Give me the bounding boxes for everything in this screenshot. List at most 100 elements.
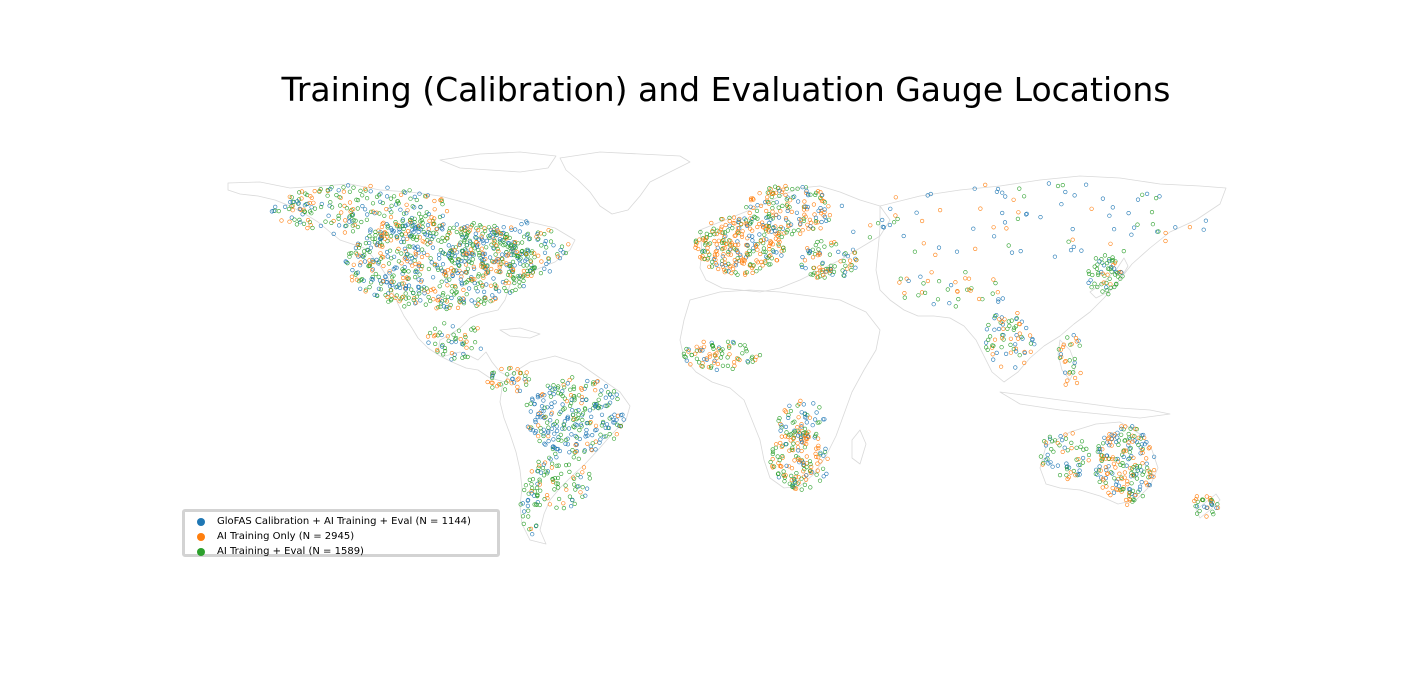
gauge-marker bbox=[570, 375, 575, 380]
gauge-marker bbox=[400, 218, 405, 224]
gauge-marker bbox=[1130, 439, 1135, 444]
gauge-marker bbox=[1001, 326, 1006, 331]
gauge-marker bbox=[764, 254, 769, 259]
gauge-marker bbox=[1076, 457, 1081, 462]
gauge-marker bbox=[529, 488, 534, 494]
gauge-marker bbox=[342, 230, 348, 235]
gauge-marker bbox=[805, 434, 810, 439]
gauge-marker bbox=[740, 229, 745, 234]
gauge-marker bbox=[736, 217, 741, 222]
gauge-marker bbox=[1107, 266, 1112, 272]
gauge-marker bbox=[736, 356, 741, 362]
gauge-marker bbox=[408, 196, 413, 201]
gauge-marker bbox=[562, 385, 567, 390]
gauge-marker bbox=[735, 239, 740, 244]
gauge-marker bbox=[376, 193, 382, 198]
gauge-marker bbox=[417, 272, 422, 277]
gauge-marker bbox=[906, 278, 911, 284]
gauge-marker bbox=[802, 258, 808, 263]
gauge-marker bbox=[478, 299, 484, 304]
gauge-marker bbox=[419, 286, 425, 291]
gauge-marker bbox=[754, 208, 760, 213]
gauge-marker bbox=[814, 275, 820, 280]
gauge-marker bbox=[1113, 439, 1119, 445]
gauge-marker bbox=[409, 287, 414, 292]
gauge-marker bbox=[479, 236, 484, 241]
gauge-marker bbox=[517, 280, 522, 285]
gauge-marker bbox=[432, 216, 437, 221]
gauge-marker bbox=[406, 269, 411, 274]
gauge-marker bbox=[721, 252, 726, 257]
gauge-marker bbox=[434, 231, 439, 236]
gauge-marker bbox=[799, 487, 804, 492]
gauge-marker bbox=[323, 219, 328, 224]
gauge-marker bbox=[1069, 446, 1074, 451]
gauge-marker bbox=[514, 249, 519, 254]
gauge-marker bbox=[1101, 280, 1106, 285]
gauge-marker bbox=[367, 234, 372, 239]
gauge-marker bbox=[615, 396, 620, 402]
gauge-marker bbox=[480, 251, 485, 256]
gauge-marker bbox=[511, 371, 517, 376]
gauge-marker bbox=[271, 208, 276, 213]
gauge-marker bbox=[992, 316, 997, 321]
gauge-marker bbox=[729, 241, 735, 246]
gauge-marker bbox=[468, 247, 474, 252]
gauge-marker bbox=[589, 414, 594, 420]
gauge-marker bbox=[953, 280, 958, 285]
gauge-marker bbox=[443, 298, 448, 303]
gauge-marker bbox=[416, 277, 421, 282]
gauge-marker bbox=[935, 297, 941, 302]
gauge-marker bbox=[1071, 364, 1076, 369]
gauge-marker bbox=[355, 206, 360, 211]
gauge-marker bbox=[812, 212, 817, 217]
gauge-marker bbox=[572, 425, 577, 430]
gauge-marker bbox=[724, 242, 729, 247]
gauge-marker bbox=[1011, 346, 1016, 352]
gauge-marker bbox=[530, 397, 535, 403]
gauge-marker bbox=[344, 260, 349, 265]
gauge-marker bbox=[766, 254, 772, 259]
gauge-marker bbox=[775, 454, 780, 459]
gauge-marker bbox=[347, 251, 352, 256]
gauge-marker bbox=[867, 235, 873, 240]
gauge-marker bbox=[808, 462, 813, 467]
gauge-marker bbox=[994, 313, 999, 318]
gauge-marker bbox=[723, 241, 729, 246]
gauge-marker bbox=[784, 430, 789, 435]
gauge-marker bbox=[482, 289, 487, 295]
gauge-marker bbox=[470, 223, 475, 228]
gauge-marker bbox=[549, 465, 555, 470]
gauge-marker bbox=[561, 506, 567, 511]
gauge-marker bbox=[580, 485, 585, 490]
gauge-marker bbox=[489, 266, 494, 272]
gauge-marker bbox=[399, 261, 404, 266]
gauge-marker bbox=[395, 236, 400, 241]
gauge-marker bbox=[611, 389, 617, 394]
gauge-marker bbox=[338, 203, 343, 208]
gauge-marker bbox=[902, 295, 907, 300]
gauge-marker bbox=[766, 224, 772, 229]
gauge-marker bbox=[546, 259, 551, 264]
gauge-marker bbox=[602, 434, 607, 439]
gauge-marker bbox=[808, 224, 813, 229]
gauge-marker bbox=[463, 228, 468, 233]
gauge-marker bbox=[413, 226, 418, 232]
gauge-marker bbox=[532, 265, 537, 270]
gauge-marker bbox=[992, 337, 998, 342]
gauge-marker bbox=[1123, 438, 1128, 443]
gauge-marker bbox=[494, 226, 499, 231]
gauge-marker bbox=[694, 344, 699, 349]
gauge-marker bbox=[318, 187, 323, 192]
gauge-marker bbox=[344, 206, 350, 211]
gauge-marker bbox=[779, 189, 785, 194]
gauge-marker bbox=[347, 200, 353, 205]
gauge-marker bbox=[750, 238, 755, 243]
gauge-marker bbox=[448, 303, 453, 308]
gauge-marker bbox=[527, 527, 532, 532]
gauge-marker bbox=[991, 343, 996, 348]
gauge-marker bbox=[815, 189, 821, 194]
gauge-marker bbox=[1000, 210, 1005, 216]
gauge-marker bbox=[421, 250, 427, 255]
gauge-marker bbox=[972, 186, 977, 191]
